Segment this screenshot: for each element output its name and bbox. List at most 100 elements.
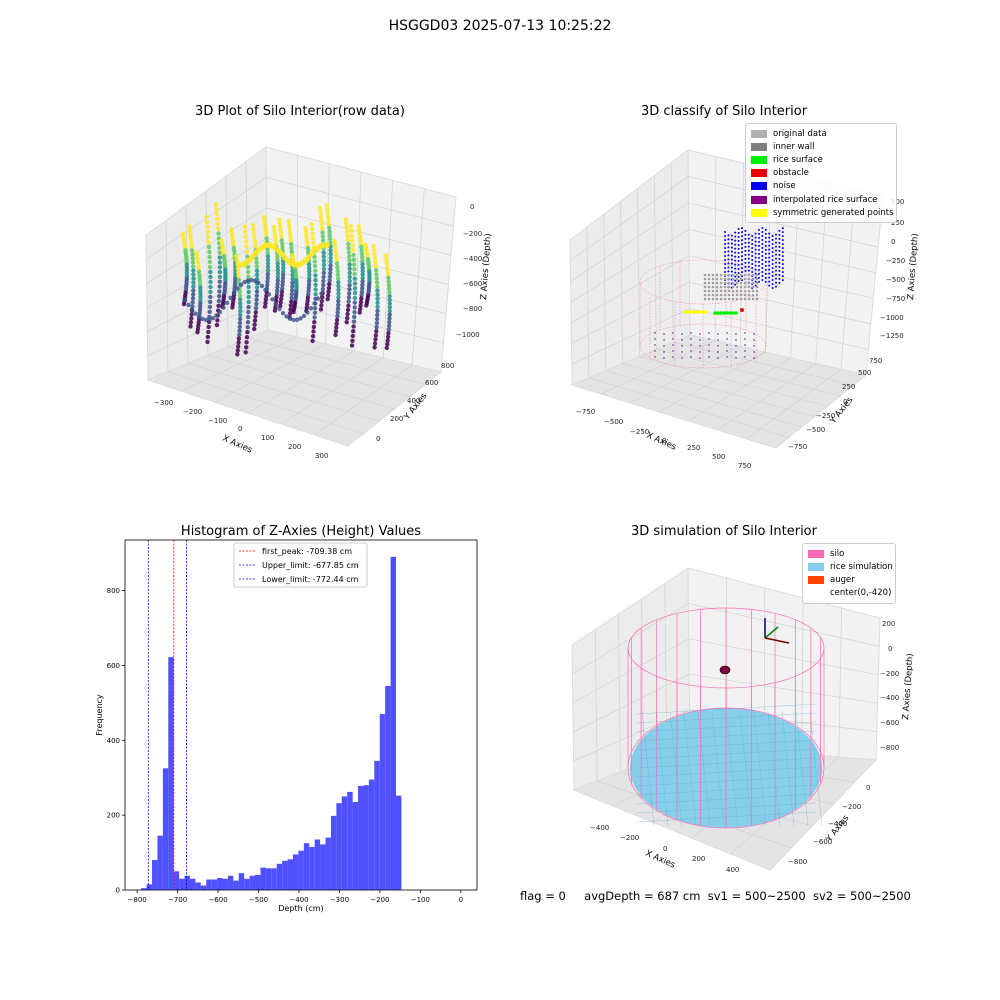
raw-ztick: −1000 (456, 331, 480, 339)
histogram-xtick: −600 (208, 896, 227, 904)
legend-swatch (751, 155, 767, 164)
legend-label: auger (830, 574, 855, 585)
histogram-xlabel: Depth (cm) (278, 904, 323, 913)
simulation-3d-plot: −400 −200 0 200 400 0 −200 −400 −600 −80… (571, 567, 916, 874)
histogram-bar (162, 768, 169, 890)
histogram-bar (233, 880, 239, 890)
legend-swatch (751, 208, 767, 217)
legend-item: interpolated rice surface (751, 193, 891, 206)
histogram-bar (292, 854, 299, 890)
histogram-xtick: −100 (411, 896, 430, 904)
histogram-bar (184, 875, 190, 890)
simulation-xtick: 0 (663, 845, 667, 853)
histogram-bar (276, 863, 283, 890)
histogram-bar (168, 657, 174, 890)
raw-ztick: −600 (463, 280, 482, 288)
classify-ztick: −750 (886, 295, 905, 303)
histogram-bar (255, 875, 261, 890)
raw-ytick: 200 (390, 415, 403, 423)
sv2-text: sv2 = 500~2500 (812, 889, 911, 903)
simulation-ztick: 0 (888, 645, 892, 653)
legend-swatch (808, 575, 824, 584)
histogram-bar (303, 843, 310, 890)
axis-arrows (764, 618, 790, 644)
simulation-ytick: 0 (866, 784, 870, 792)
legend-label: inner wall (773, 141, 815, 152)
raw-ztick: 0 (470, 203, 474, 211)
histogram-ytick: 200 (107, 812, 120, 820)
histogram-bar (298, 850, 304, 890)
histogram-bar (249, 875, 256, 890)
classify-xtick: 500 (712, 453, 725, 461)
simulation-xtick: −400 (590, 824, 609, 832)
simulation-xlabel: X Axies (644, 849, 677, 871)
legend-swatch (808, 589, 824, 597)
classify-ytick: −750 (788, 443, 807, 451)
simulation-xtick: −200 (620, 834, 639, 842)
legend-label: rice surface (773, 154, 823, 165)
histogram-bar (320, 844, 326, 890)
histogram-bar (363, 785, 369, 890)
raw-ytick: 400 (407, 397, 420, 405)
raw-ztick: −200 (463, 230, 482, 238)
classify-xlabel: X Axies (645, 431, 678, 453)
classify-plot-title: 3D classify of Silo Interior (640, 104, 808, 119)
classify-ytick: 0 (843, 398, 847, 406)
histogram-bar (211, 879, 218, 890)
raw-xlabel: X Axies (221, 434, 254, 456)
avg-depth-text: avgDepth = 687 cm (584, 889, 701, 903)
legend-label: rice simulation (830, 561, 893, 572)
histogram-bar (379, 714, 386, 890)
classify-ztick: −1250 (880, 332, 904, 340)
histogram-bar (309, 846, 315, 890)
histogram-bar (374, 760, 380, 890)
legend-item: rice simulation (808, 560, 893, 573)
histogram-bar (330, 815, 337, 890)
histogram-bar (227, 875, 234, 890)
raw-ztick: −400 (463, 255, 482, 263)
raw-ztick: −800 (463, 305, 482, 313)
classify-xtick: 250 (687, 444, 700, 452)
histogram-bar (179, 878, 185, 890)
classify-xtick: −750 (576, 408, 595, 416)
legend-item: silo (808, 547, 890, 560)
legend-item: symmetric generated points (751, 206, 894, 219)
legend-item: obstacle (751, 167, 891, 180)
legend-swatch (751, 169, 767, 178)
histogram-bar (325, 837, 331, 890)
histogram-xtick: −800 (128, 896, 147, 904)
legend-item: inner wall (751, 140, 891, 153)
classify-ytick: 250 (842, 383, 855, 391)
histogram-bar (238, 873, 245, 890)
legend-lower-limit: Lower_limit: -772.44 cm (262, 575, 359, 584)
legend-swatch (751, 182, 767, 191)
classify-xtick: −500 (604, 418, 623, 426)
histogram-chart: −800 −700 −600 −500 −400 −300 −200 −100 0 0 200 40… (95, 539, 478, 913)
classify-ytick: 500 (858, 369, 871, 377)
legend-label: silo (830, 548, 845, 559)
legend-item: original data (751, 127, 891, 140)
raw-xtick: −300 (154, 399, 173, 407)
simulation-ytick: −800 (788, 858, 807, 866)
histogram-bar (222, 878, 228, 890)
histogram-bar (141, 888, 147, 890)
legend-item: noise (751, 180, 891, 193)
histogram-bar (347, 791, 353, 890)
raw-3d-plot: −300 −200 −100 0 100 200 300 0 200 400 6… (145, 146, 494, 460)
classify-ztick: −250 (886, 257, 905, 265)
simulation-ylabel: Y Axies (824, 813, 852, 845)
histogram-bar (282, 860, 288, 890)
histogram-bar (336, 803, 342, 890)
histogram-bar (352, 802, 359, 890)
simulation-ztick: −600 (880, 719, 899, 727)
classify-xtick: 0 (662, 437, 666, 445)
classify-ztick: −500 (886, 276, 905, 284)
classify-ztick: 500 (891, 198, 904, 206)
legend-item: auger (808, 573, 890, 586)
classify-ytick: −250 (816, 412, 835, 420)
flag-text: flag = 0 (520, 889, 566, 903)
histogram-xtick: −500 (249, 896, 268, 904)
histogram-bar (206, 879, 212, 890)
raw-zlabel: Z Axies (Depth) (479, 233, 494, 300)
simulation-plot-title: 3D simulation of Silo Interior (631, 524, 817, 539)
